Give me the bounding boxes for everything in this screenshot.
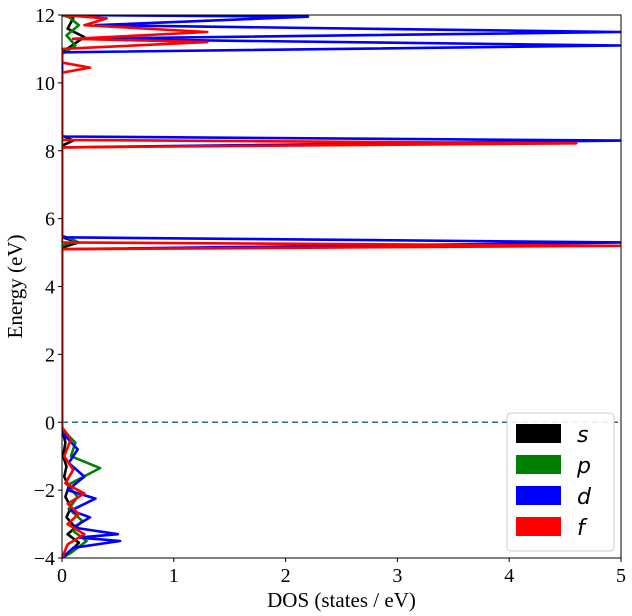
y-tick-label: −2 xyxy=(34,480,55,502)
series-layer xyxy=(62,15,621,558)
series-p-line xyxy=(62,15,102,558)
y-tick-label: 10 xyxy=(35,73,55,95)
y-axis-title: Energy (eV) xyxy=(3,235,27,339)
legend-swatch-d xyxy=(516,486,561,505)
y-tick-label: 12 xyxy=(35,5,55,27)
x-tick-label: 2 xyxy=(281,565,291,587)
y-tick-label: 6 xyxy=(45,209,55,231)
series-d-line xyxy=(62,15,621,558)
plot-area xyxy=(61,14,622,559)
x-tick-label: 5 xyxy=(616,565,626,587)
legend-label-s: s xyxy=(577,423,588,448)
y-axis-ticks: −4 −2 0 2 4 6 8 10 12 xyxy=(34,5,62,570)
legend-swatch-s xyxy=(516,424,561,443)
y-tick-label: 2 xyxy=(45,344,55,366)
x-tick-label: 3 xyxy=(392,565,402,587)
x-tick-label: 1 xyxy=(169,565,179,587)
x-tick-label: 4 xyxy=(504,565,514,587)
legend-swatch-f xyxy=(516,517,561,536)
x-axis-ticks: 0 1 2 3 4 5 xyxy=(57,558,626,587)
legend-label-f: f xyxy=(577,516,588,541)
x-tick-label: 0 xyxy=(57,565,67,587)
y-tick-label: 0 xyxy=(45,412,55,434)
legend-label-d: d xyxy=(577,485,592,510)
x-axis-title: DOS (states / eV) xyxy=(267,588,416,612)
legend-label-p: p xyxy=(576,454,591,479)
y-tick-label: −4 xyxy=(34,548,55,570)
legend-swatch-p xyxy=(516,455,561,474)
y-tick-label: 4 xyxy=(45,277,55,299)
y-tick-label: 8 xyxy=(45,141,55,163)
legend-box xyxy=(506,412,615,552)
series-f-line xyxy=(62,15,621,558)
